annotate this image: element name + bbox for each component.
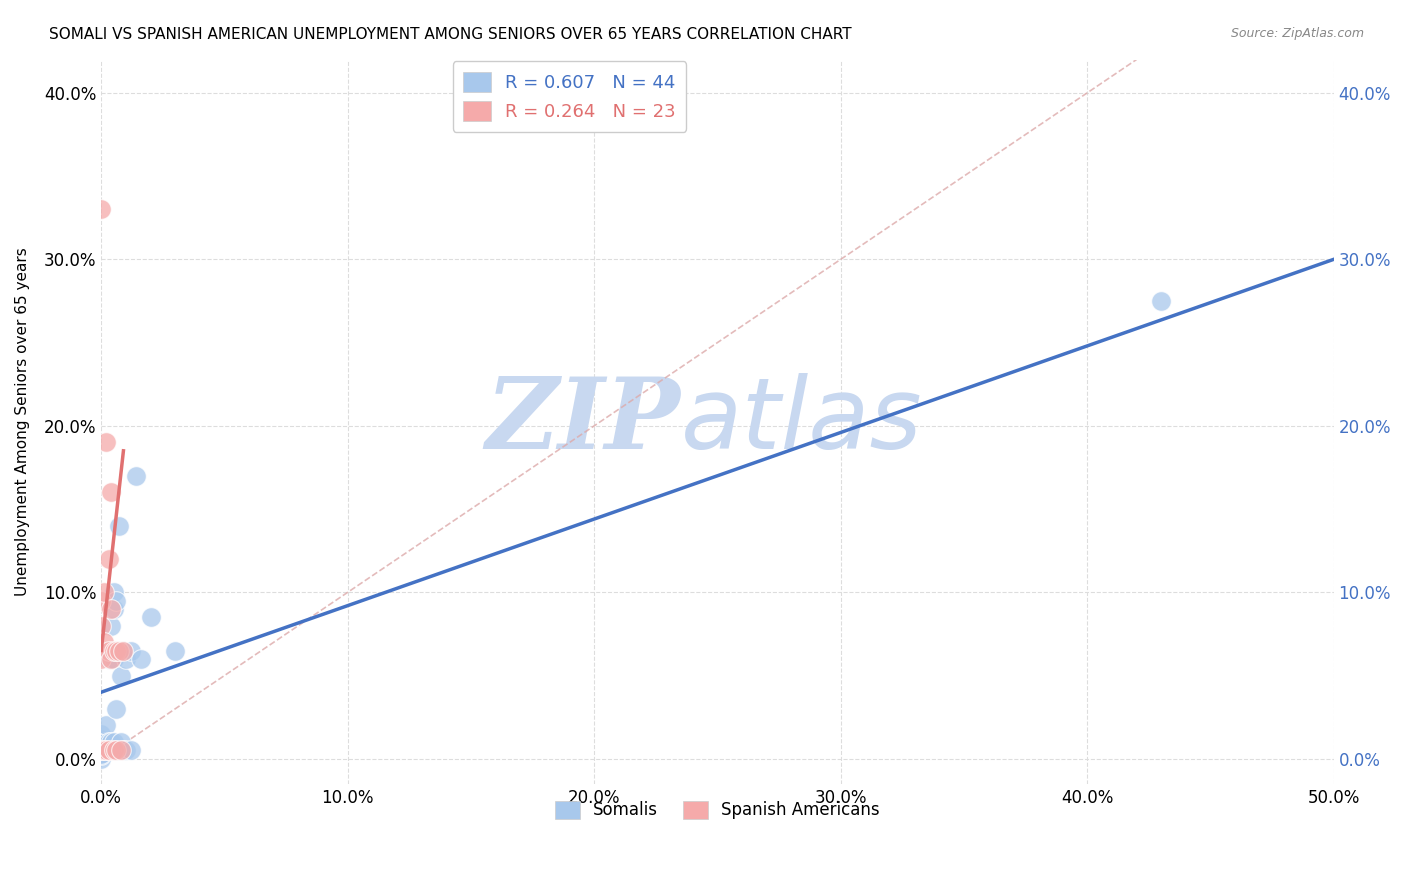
Point	[105, 593, 128, 607]
Point	[105, 743, 128, 757]
Point	[1150, 293, 1173, 308]
Point	[120, 743, 142, 757]
Point	[112, 643, 135, 657]
Point	[90, 593, 112, 607]
Point	[96, 735, 118, 749]
Point	[103, 585, 125, 599]
Text: ZIP: ZIP	[485, 374, 681, 470]
Point	[96, 743, 118, 757]
Point	[90, 743, 112, 757]
Point	[90, 739, 112, 753]
Point	[90, 735, 112, 749]
Point	[105, 743, 128, 757]
Text: atlas: atlas	[681, 373, 922, 470]
Point	[90, 618, 112, 632]
Point	[97, 643, 120, 657]
Point	[97, 743, 120, 757]
Text: Source: ZipAtlas.com: Source: ZipAtlas.com	[1230, 27, 1364, 40]
Point	[125, 468, 148, 483]
Point	[105, 643, 128, 657]
Point	[110, 668, 132, 682]
Point	[90, 747, 112, 761]
Point	[103, 602, 125, 616]
Point	[90, 731, 112, 746]
Point	[90, 202, 112, 217]
Point	[115, 652, 138, 666]
Point	[90, 752, 112, 766]
Legend: Somalis, Spanish Americans: Somalis, Spanish Americans	[548, 794, 887, 826]
Point	[97, 735, 120, 749]
Y-axis label: Unemployment Among Seniors over 65 years: Unemployment Among Seniors over 65 years	[15, 247, 30, 596]
Point	[90, 727, 112, 741]
Point	[139, 610, 162, 624]
Text: SOMALI VS SPANISH AMERICAN UNEMPLOYMENT AMONG SENIORS OVER 65 YEARS CORRELATION : SOMALI VS SPANISH AMERICAN UNEMPLOYMENT …	[49, 27, 852, 42]
Point	[100, 602, 122, 616]
Point	[100, 618, 122, 632]
Point	[103, 735, 125, 749]
Point	[90, 743, 112, 757]
Point	[103, 643, 125, 657]
Point	[93, 743, 115, 757]
Point	[97, 552, 120, 566]
Point	[96, 739, 118, 753]
Point	[100, 485, 122, 500]
Point	[100, 652, 122, 666]
Point	[90, 741, 112, 756]
Point	[90, 748, 112, 763]
Point	[100, 735, 122, 749]
Point	[96, 718, 118, 732]
Point	[100, 743, 122, 757]
Point	[93, 585, 115, 599]
Point	[165, 643, 187, 657]
Point	[103, 743, 125, 757]
Point	[97, 652, 120, 666]
Point	[93, 635, 115, 649]
Point	[107, 643, 129, 657]
Point	[103, 743, 125, 757]
Point	[120, 643, 142, 657]
Point	[96, 743, 118, 757]
Point	[129, 652, 152, 666]
Point	[107, 518, 129, 533]
Point	[110, 743, 132, 757]
Point	[90, 740, 112, 755]
Point	[90, 652, 112, 666]
Point	[97, 743, 120, 757]
Point	[107, 743, 129, 757]
Point	[112, 743, 135, 757]
Point	[110, 735, 132, 749]
Point	[103, 652, 125, 666]
Point	[105, 702, 128, 716]
Point	[96, 435, 118, 450]
Point	[97, 739, 120, 753]
Point	[115, 743, 138, 757]
Point	[112, 643, 135, 657]
